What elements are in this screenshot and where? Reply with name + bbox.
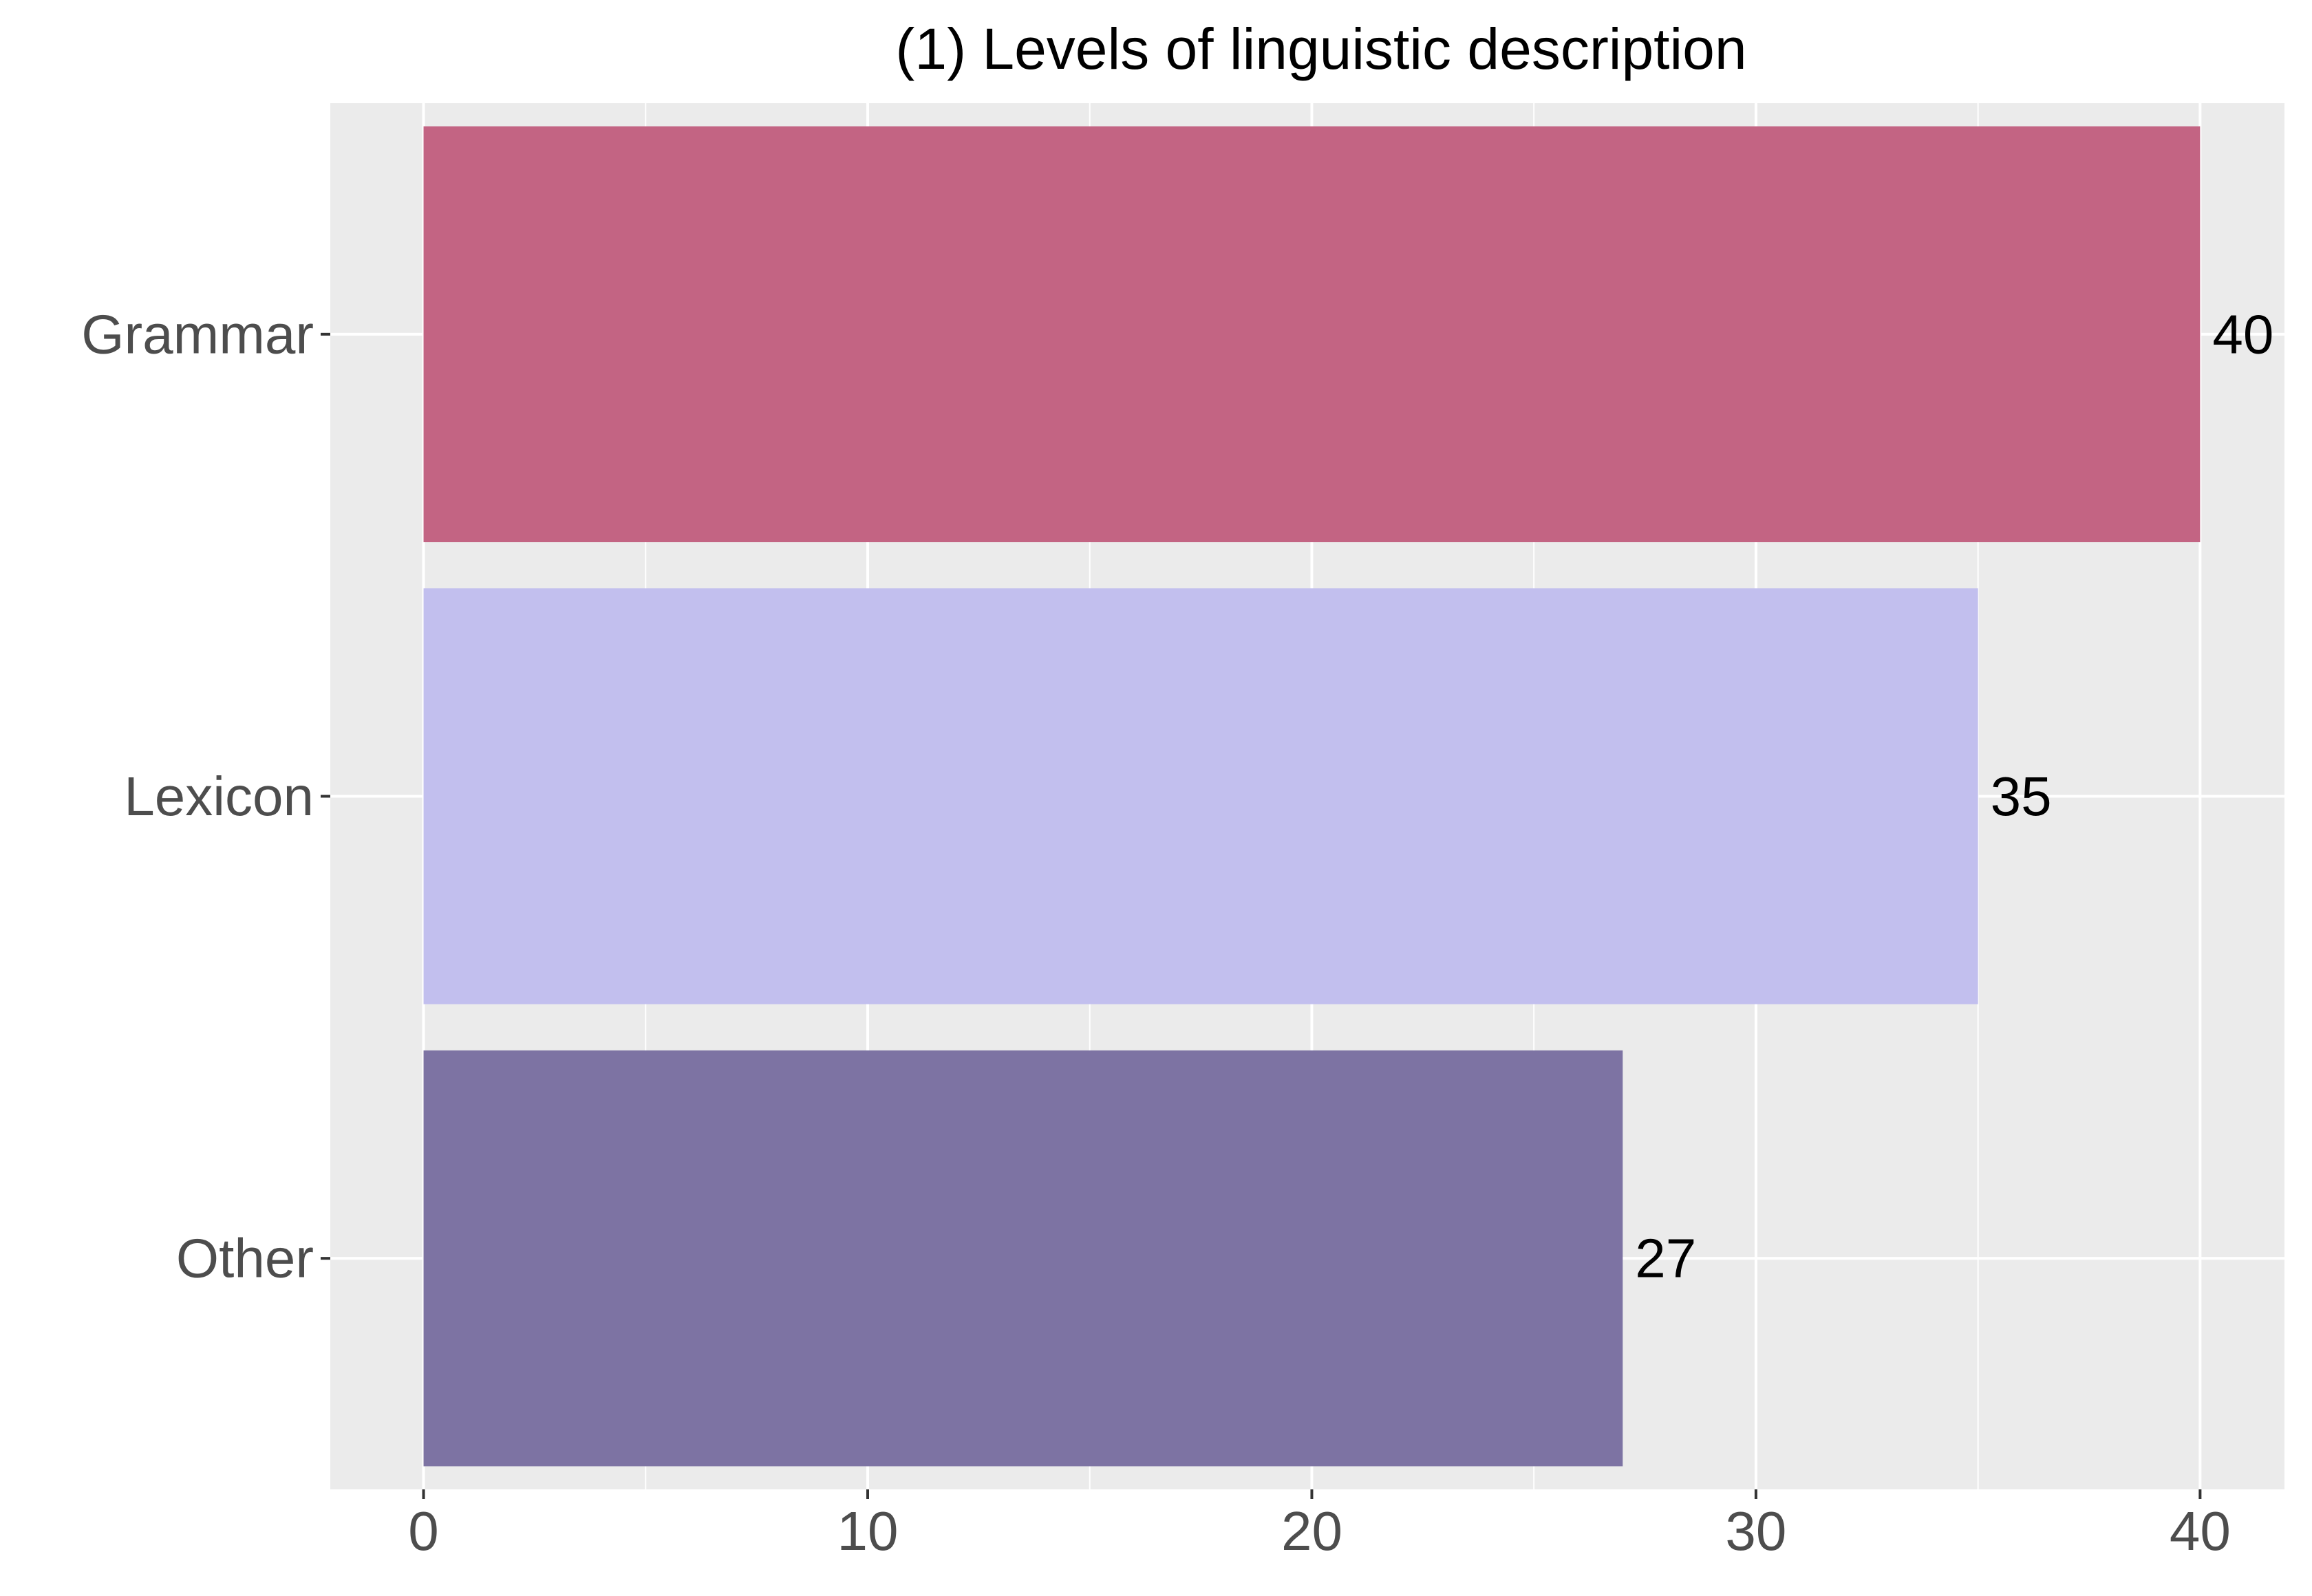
bar-other [423, 1050, 1623, 1467]
bar-value-label: 35 [1991, 766, 2052, 827]
chart-title: (1) Levels of linguistic description [895, 17, 1746, 81]
bars [423, 126, 2201, 1467]
x-axis: 0 10 20 30 40 [408, 1489, 2231, 1562]
x-tick-label: 10 [837, 1500, 899, 1562]
bar-grammar [423, 126, 2201, 543]
bar-lexicon [423, 588, 1978, 1004]
y-tick-label: Grammar [81, 303, 314, 365]
x-tick-label: 20 [1281, 1500, 1342, 1562]
y-tick-label: Lexicon [124, 766, 314, 827]
y-axis: Grammar Lexicon Other [81, 303, 330, 1289]
bar-value-label: 27 [1635, 1228, 1696, 1289]
bar-value-labels: 40 35 27 [1635, 303, 2273, 1288]
y-tick-label: Other [176, 1228, 314, 1289]
x-tick-label: 30 [1725, 1500, 1786, 1562]
x-tick-label: 0 [408, 1500, 439, 1562]
bar-value-label: 40 [2212, 303, 2273, 365]
x-tick-label: 40 [2170, 1500, 2231, 1562]
